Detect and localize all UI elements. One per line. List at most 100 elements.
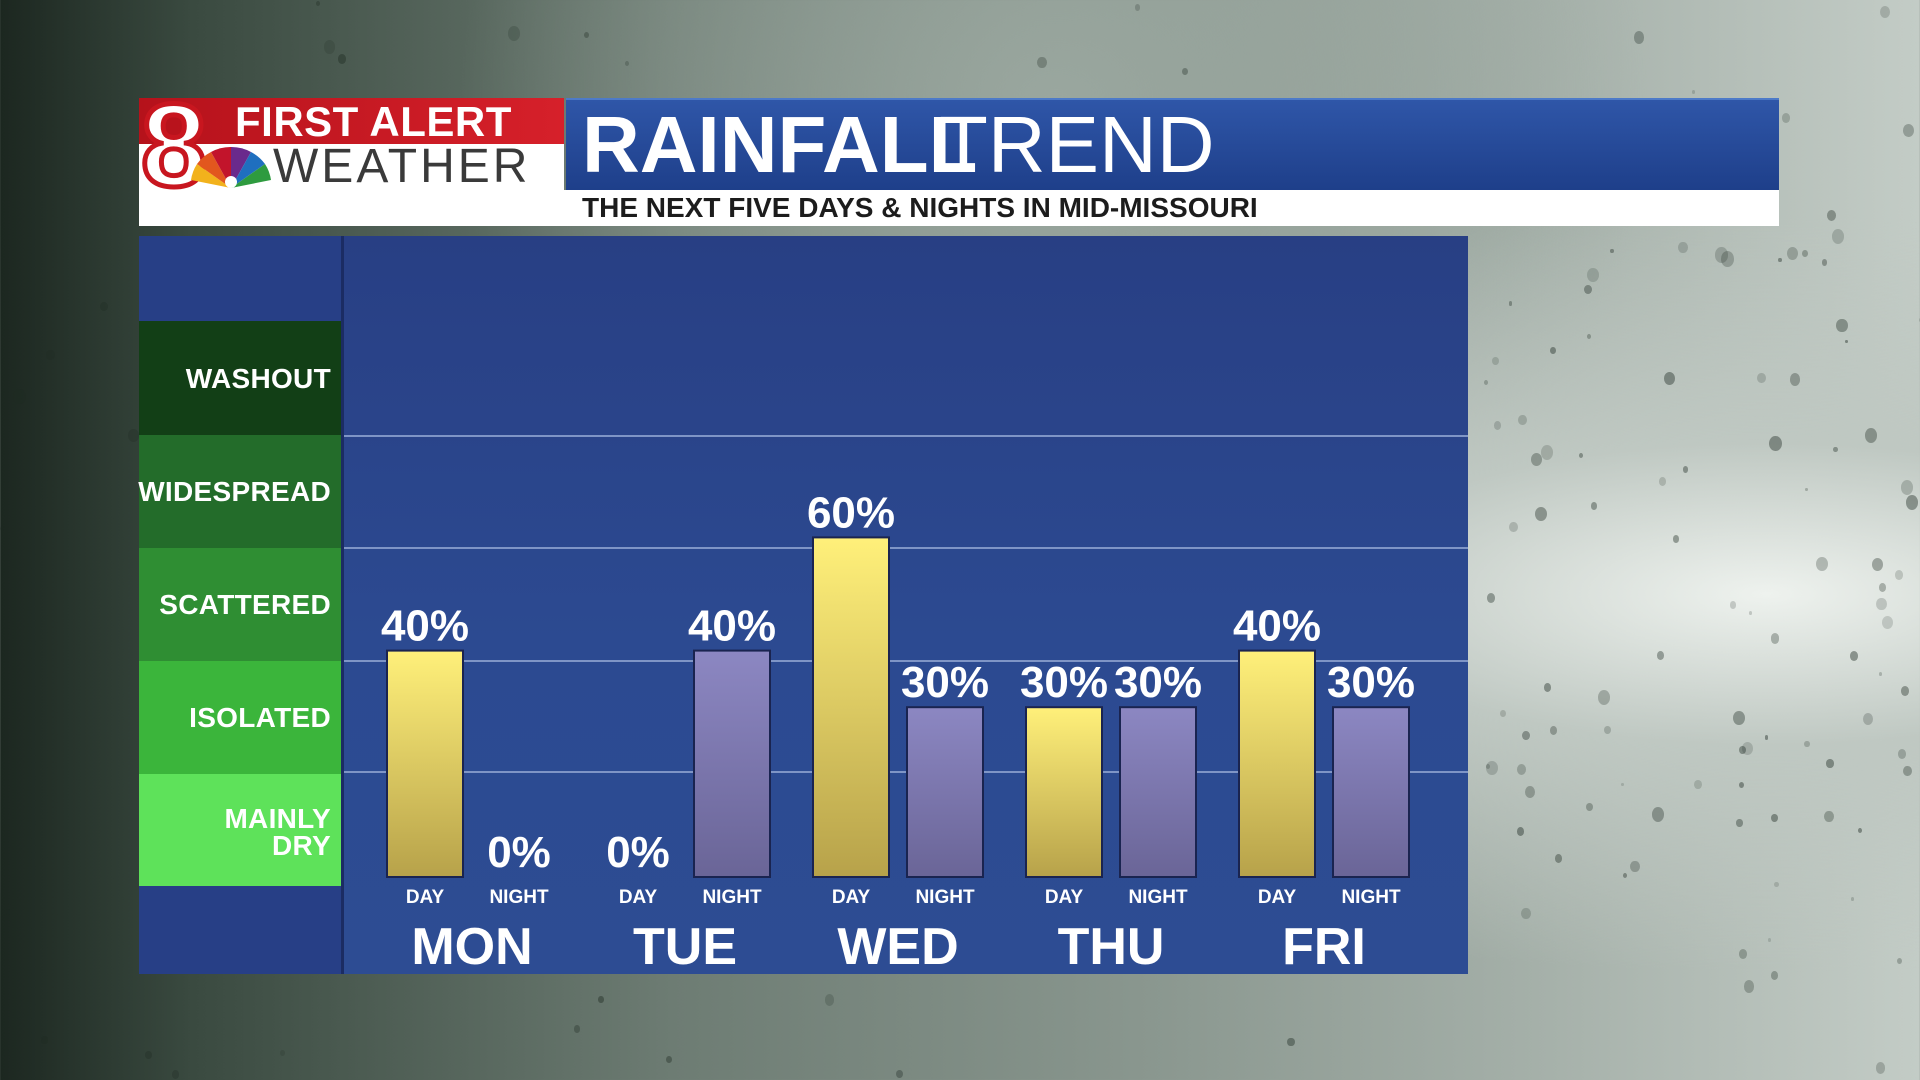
page-title-light: TREND [939,100,1215,189]
raindrop [1500,710,1506,718]
raindrop [1530,452,1542,467]
raindrop [507,26,520,41]
raindrop [1739,746,1747,755]
raindrop [583,31,589,38]
day-bar-fri [1238,649,1316,878]
raindrop [323,40,336,54]
night-value-label-tue: 40% [688,602,776,651]
raindrop [99,301,108,312]
raindrop [598,996,604,1003]
raindrop [1483,379,1489,386]
day-value-label-mon: 40% [381,602,469,651]
raindrop [1782,113,1791,123]
raindrop [1743,980,1755,993]
raindrop [1603,725,1611,735]
raindrop [1871,557,1884,572]
raindrop [1584,285,1592,295]
raindrop [1516,827,1525,836]
day-bar-mon [386,649,464,878]
day-period-label: DAY [406,887,445,908]
level-washout: WASHOUT [139,321,341,435]
raindrop [0,526,5,531]
raindrop [1610,248,1614,254]
raindrop [824,994,835,1006]
raindrop [1905,495,1918,510]
raindrop [1691,89,1696,95]
raindrop [1521,730,1530,741]
raindrop [665,1055,673,1064]
raindrop [1741,741,1754,756]
night-value-label-wed: 30% [901,658,989,707]
night-bar-wed [906,706,984,879]
raindrop [1767,938,1772,943]
raindrop [1757,372,1767,384]
raindrop [1544,683,1552,692]
level-isolated: ISOLATED [139,661,341,774]
raindrop [1587,267,1600,283]
raindrop [1673,535,1680,543]
raindrop [1586,333,1592,340]
raindrop [1862,713,1873,726]
raindrop [1134,3,1141,11]
level-label: ISOLATED [189,702,331,733]
raindrop [1715,247,1729,263]
raindrop [279,1050,285,1057]
raindrop [171,1069,180,1079]
night-value-label-mon: 0% [487,828,551,877]
day-bar-thu [1025,706,1103,879]
raindrop [144,1050,153,1060]
day-value-label-fri: 40% [1233,602,1321,651]
logo-red-band [139,98,564,144]
day-period-label: DAY [1045,887,1084,908]
raindrop [1771,970,1779,980]
day-value-label-thu: 30% [1020,658,1108,707]
day-value-label-wed: 60% [807,488,895,537]
peacock-icon [191,146,271,188]
raindrop [625,61,630,67]
raindrop [1586,802,1593,811]
night-bar-fri [1332,706,1410,879]
raindrop [1494,421,1502,430]
night-bar-thu [1119,706,1197,879]
raindrop [1656,651,1665,661]
raindrop [1630,860,1640,873]
raindrop [1541,445,1554,460]
night-period-label: NIGHT [702,887,762,908]
raindrop [1487,593,1496,603]
level-label: SCATTERED [159,589,331,620]
raindrop [1864,428,1877,443]
raindrop [1037,56,1047,68]
raindrop [1849,651,1858,661]
raindrop [5,908,11,915]
raindrop [1878,583,1887,592]
level-label: MAINLY DRY [221,774,331,886]
level-label: WIDESPREAD [138,476,331,507]
day-period-label: DAY [1258,887,1297,908]
raindrop [1492,357,1500,366]
day-value-label-tue: 0% [606,828,670,877]
raindrop [1786,247,1798,261]
level-mainly-dry: MAINLY DRY [139,774,341,886]
raindrop [1770,633,1780,644]
night-bar-tue [693,649,771,878]
raindrop [1729,600,1736,609]
night-period-label: NIGHT [1128,887,1188,908]
raindrop [1736,819,1743,827]
raindrop [1682,466,1689,473]
raindrop [1844,339,1848,344]
day-period-label: DAY [832,887,871,908]
day-label-wed: WED [837,918,958,974]
raindrop [316,0,321,7]
raindrop [1774,881,1780,888]
raindrop [1764,735,1769,740]
raindrop [128,429,139,443]
raindrop [1521,908,1531,920]
raindrop [1815,556,1828,572]
raindrop [1554,854,1562,863]
raindrop [1509,521,1518,532]
night-period-label: NIGHT [1341,887,1401,908]
raindrop [1778,257,1783,263]
level-scattered: SCATTERED [139,548,341,661]
raindrop [1517,764,1527,776]
raindrop [338,54,347,64]
